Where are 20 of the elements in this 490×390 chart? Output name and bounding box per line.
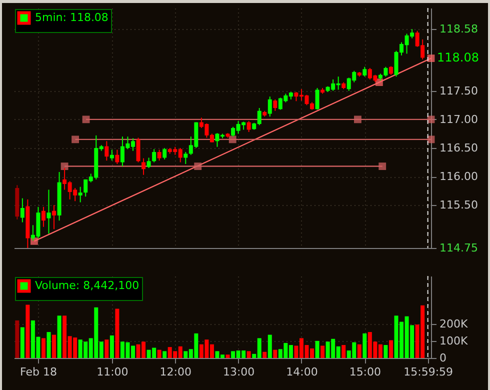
x-tick-label: 15:00 xyxy=(349,366,382,378)
y-tick-label: 200K xyxy=(440,317,468,330)
y-tick-label: 0 xyxy=(440,352,446,364)
x-tick-label: 12:00 xyxy=(160,366,192,378)
x-tick-label: Feb 18 xyxy=(20,366,57,378)
y-tick-label: 116.50 xyxy=(440,142,478,154)
legend-label: Volume: 8,442,100 xyxy=(35,279,140,292)
y-tick-label: 117.00 xyxy=(440,112,478,126)
annotation: 118.08 xyxy=(437,50,479,65)
y-tick-label: 115.50 xyxy=(440,198,478,212)
x-tick-label: 14:00 xyxy=(286,366,318,378)
legend-label: 5min: 118.08 xyxy=(35,11,108,24)
y-tick-label: 117.50 xyxy=(440,84,478,98)
x-tick-label: 15:59:59 xyxy=(404,366,454,378)
x-tick-label: 13:00 xyxy=(222,366,255,378)
y-tick-label: 114.75 xyxy=(440,242,478,254)
y-tick-label: 116.00 xyxy=(440,170,478,184)
x-tick-label: 11:00 xyxy=(96,366,128,378)
y-tick-label: 100K xyxy=(440,334,468,348)
y-tick-label: 118.58 xyxy=(440,22,478,36)
